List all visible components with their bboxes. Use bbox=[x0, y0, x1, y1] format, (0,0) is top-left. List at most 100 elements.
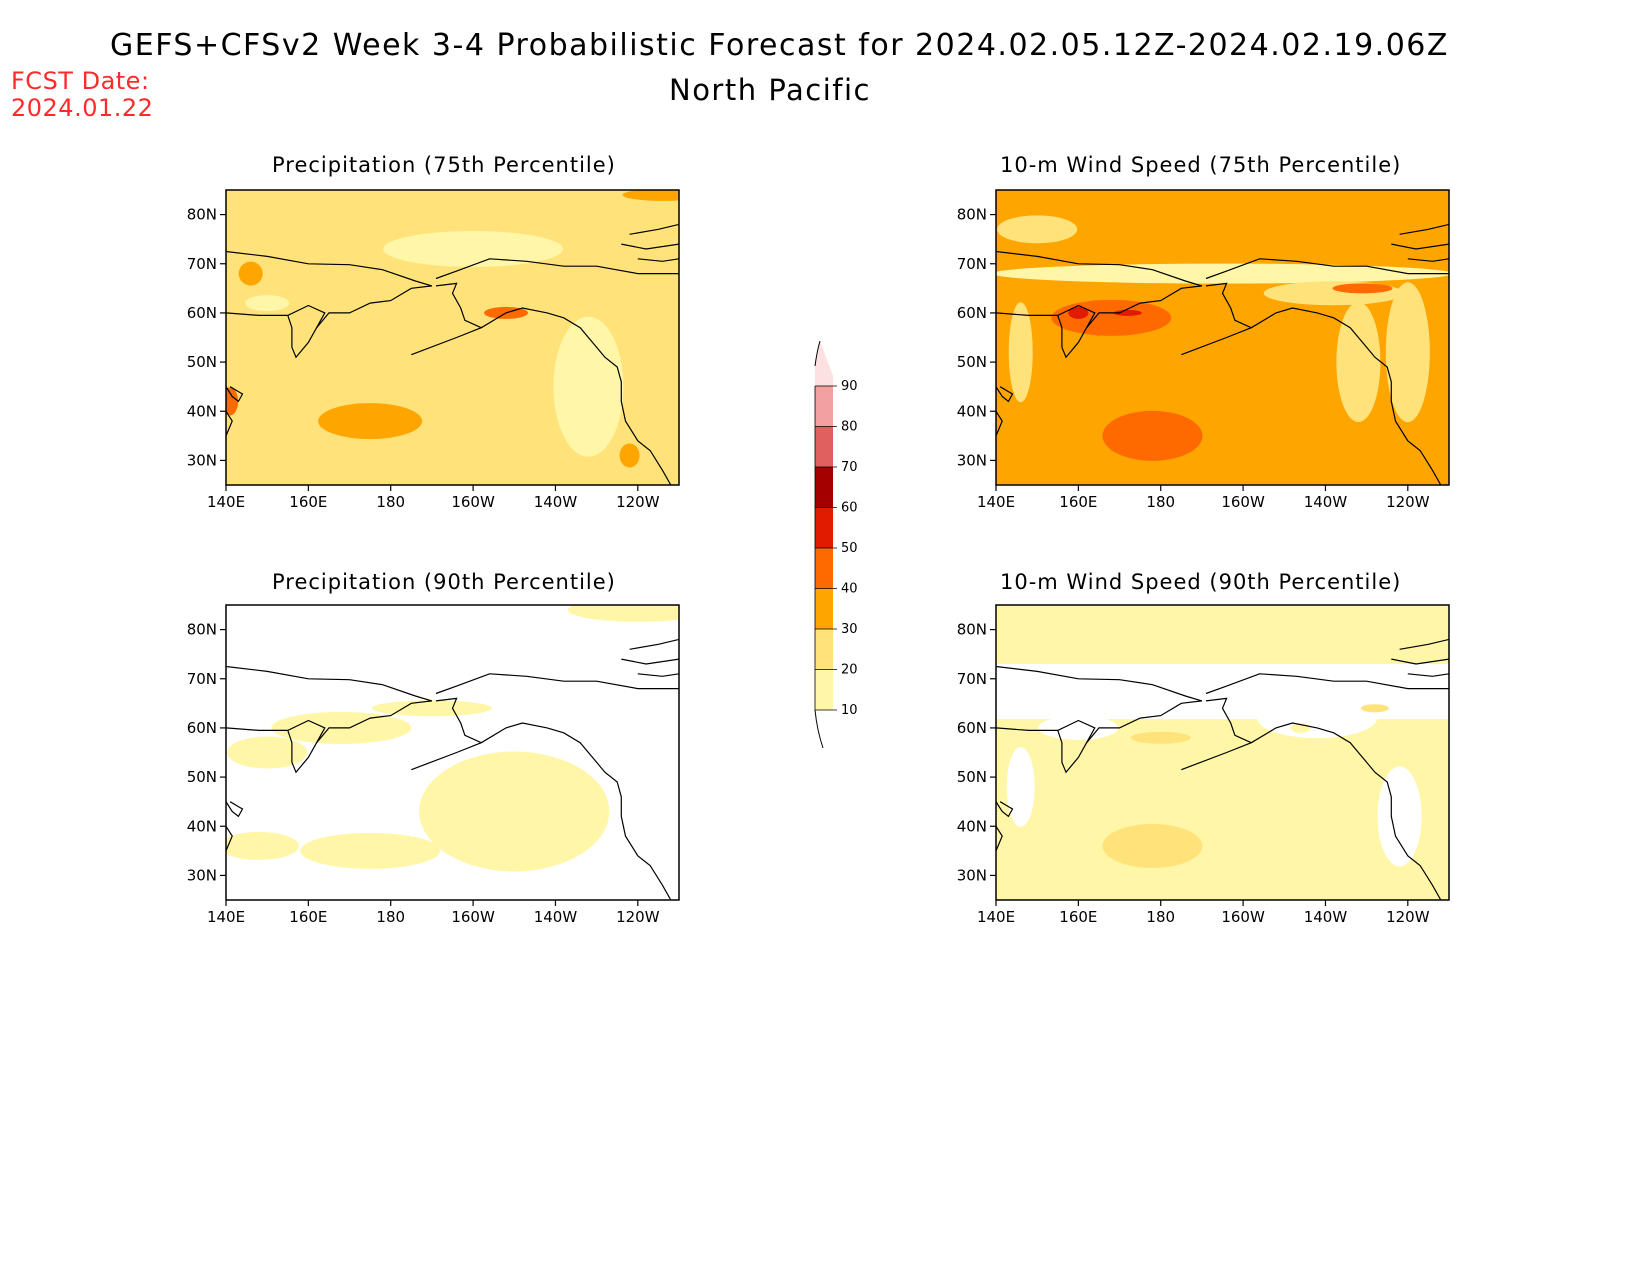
map-frame bbox=[225, 189, 680, 486]
light-region bbox=[300, 832, 441, 869]
map-frame bbox=[995, 604, 1450, 901]
map-frame bbox=[995, 189, 1450, 486]
fcst-date-caption: FCST Date: bbox=[11, 67, 150, 95]
colorbar-legend: 10 20 30 40 50 60 70 80 90 bbox=[814, 340, 858, 749]
coastline bbox=[1250, 722, 1442, 900]
heavy-region bbox=[1102, 410, 1203, 461]
coastline bbox=[411, 697, 483, 771]
lat-tick-label: 50N bbox=[187, 353, 217, 371]
light-region bbox=[997, 215, 1078, 244]
heavy-region bbox=[1332, 283, 1393, 294]
coastline bbox=[637, 258, 679, 262]
light-region bbox=[1360, 704, 1389, 713]
lat-tick-label: 30N bbox=[957, 451, 987, 469]
coastline bbox=[480, 307, 672, 485]
coastline bbox=[1205, 673, 1449, 695]
lat-tick-label: 60N bbox=[187, 719, 217, 737]
coastline bbox=[1205, 258, 1449, 280]
panel-title-precip-90: Precipitation (90th Percentile) bbox=[272, 570, 616, 594]
colorbar-segment bbox=[815, 467, 833, 508]
panel-title-wind-75: 10-m Wind Speed (75th Percentile) bbox=[1000, 153, 1402, 177]
lon-tick-label: 140E bbox=[977, 908, 1015, 926]
light-region bbox=[553, 316, 624, 457]
colorbar-segment bbox=[815, 669, 833, 710]
lat-tick-label: 80N bbox=[187, 206, 217, 224]
lon-tick-label: 140W bbox=[534, 908, 578, 926]
light-region bbox=[567, 605, 679, 622]
heavy-region bbox=[619, 443, 640, 468]
coastline bbox=[996, 410, 1003, 437]
lat-tick-label: 80N bbox=[957, 621, 987, 639]
light-region bbox=[226, 831, 299, 860]
lon-tick-label: 140W bbox=[534, 493, 578, 511]
coastline bbox=[637, 673, 679, 677]
blank-region bbox=[1257, 698, 1378, 739]
forecast-date-label: FCST Date: 2024.01.22 bbox=[11, 68, 153, 122]
lat-tick-label: 50N bbox=[957, 353, 987, 371]
coastline bbox=[411, 282, 483, 356]
blank-region bbox=[1377, 766, 1422, 867]
light-region bbox=[371, 700, 492, 717]
colorbar-label: 50 bbox=[841, 541, 858, 556]
coastline bbox=[435, 673, 679, 695]
lon-tick-label: 160E bbox=[1059, 493, 1097, 511]
lat-tick-label: 40N bbox=[957, 817, 987, 835]
coastline bbox=[621, 658, 679, 665]
colorbar-segment bbox=[815, 386, 833, 427]
lon-tick-label: 180 bbox=[1146, 908, 1175, 926]
coastline bbox=[1250, 307, 1442, 485]
light-region bbox=[996, 263, 1449, 284]
lat-tick-label: 70N bbox=[957, 670, 987, 688]
lon-tick-label: 140E bbox=[207, 493, 245, 511]
lon-tick-label: 180 bbox=[1146, 493, 1175, 511]
very-heavy-region bbox=[1113, 309, 1142, 316]
colorbar-segment bbox=[815, 548, 833, 589]
coastline bbox=[226, 801, 244, 818]
coastline bbox=[996, 825, 1003, 852]
map-precip-75: 80N 70N 60N 50N 40N 30N 140E 160E 180 160W 140W 120… bbox=[187, 189, 680, 511]
lon-tick-label: 160W bbox=[1221, 908, 1265, 926]
colorbar-label: 90 bbox=[841, 379, 858, 394]
lat-tick-label: 70N bbox=[957, 255, 987, 273]
lat-tick-label: 80N bbox=[187, 621, 217, 639]
figure-title: GEFS+CFSv2 Week 3-4 Probabilistic Foreca… bbox=[110, 28, 1449, 63]
lon-tick-label: 120W bbox=[1386, 493, 1430, 511]
coastline bbox=[316, 285, 432, 329]
lat-tick-label: 60N bbox=[957, 719, 987, 737]
coastline bbox=[629, 223, 679, 235]
light-region bbox=[1130, 731, 1191, 744]
coastline bbox=[1391, 243, 1449, 250]
lat-tick-label: 70N bbox=[187, 255, 217, 273]
coastline bbox=[629, 638, 679, 650]
lon-tick-label: 180 bbox=[376, 908, 405, 926]
heavy-region bbox=[226, 387, 239, 416]
lon-tick-label: 120W bbox=[1386, 908, 1430, 926]
colorbar-segment bbox=[815, 629, 833, 670]
lat-tick-label: 50N bbox=[187, 768, 217, 786]
lat-tick-label: 60N bbox=[957, 304, 987, 322]
lat-tick-label: 40N bbox=[187, 402, 217, 420]
coastline bbox=[226, 719, 326, 774]
coastline bbox=[226, 304, 326, 359]
lon-tick-label: 120W bbox=[616, 908, 660, 926]
map-wind-90: 80N 70N 60N 50N 40N 30N 140E 160E 180 160W 140W 120… bbox=[957, 604, 1450, 926]
lat-tick-label: 60N bbox=[187, 304, 217, 322]
map-background-field bbox=[996, 605, 1449, 900]
coastline bbox=[1407, 673, 1449, 677]
lon-tick-label: 160W bbox=[451, 493, 495, 511]
coastline bbox=[996, 665, 1203, 702]
heavy-region bbox=[318, 403, 423, 440]
heavy-region bbox=[1051, 299, 1172, 336]
coastline bbox=[996, 250, 1203, 287]
coastline bbox=[996, 719, 1096, 774]
very-heavy-region bbox=[1068, 306, 1089, 319]
region-subtitle: North Pacific bbox=[669, 73, 871, 107]
panel-title-precip-75: Precipitation (75th Percentile) bbox=[272, 153, 616, 177]
heavy-region bbox=[238, 261, 263, 286]
lon-tick-label: 160E bbox=[289, 493, 327, 511]
colorbar-segment bbox=[815, 507, 833, 548]
light-region bbox=[227, 736, 308, 769]
coastline bbox=[480, 722, 672, 900]
coastline bbox=[1086, 700, 1202, 744]
coastline bbox=[1086, 285, 1202, 329]
